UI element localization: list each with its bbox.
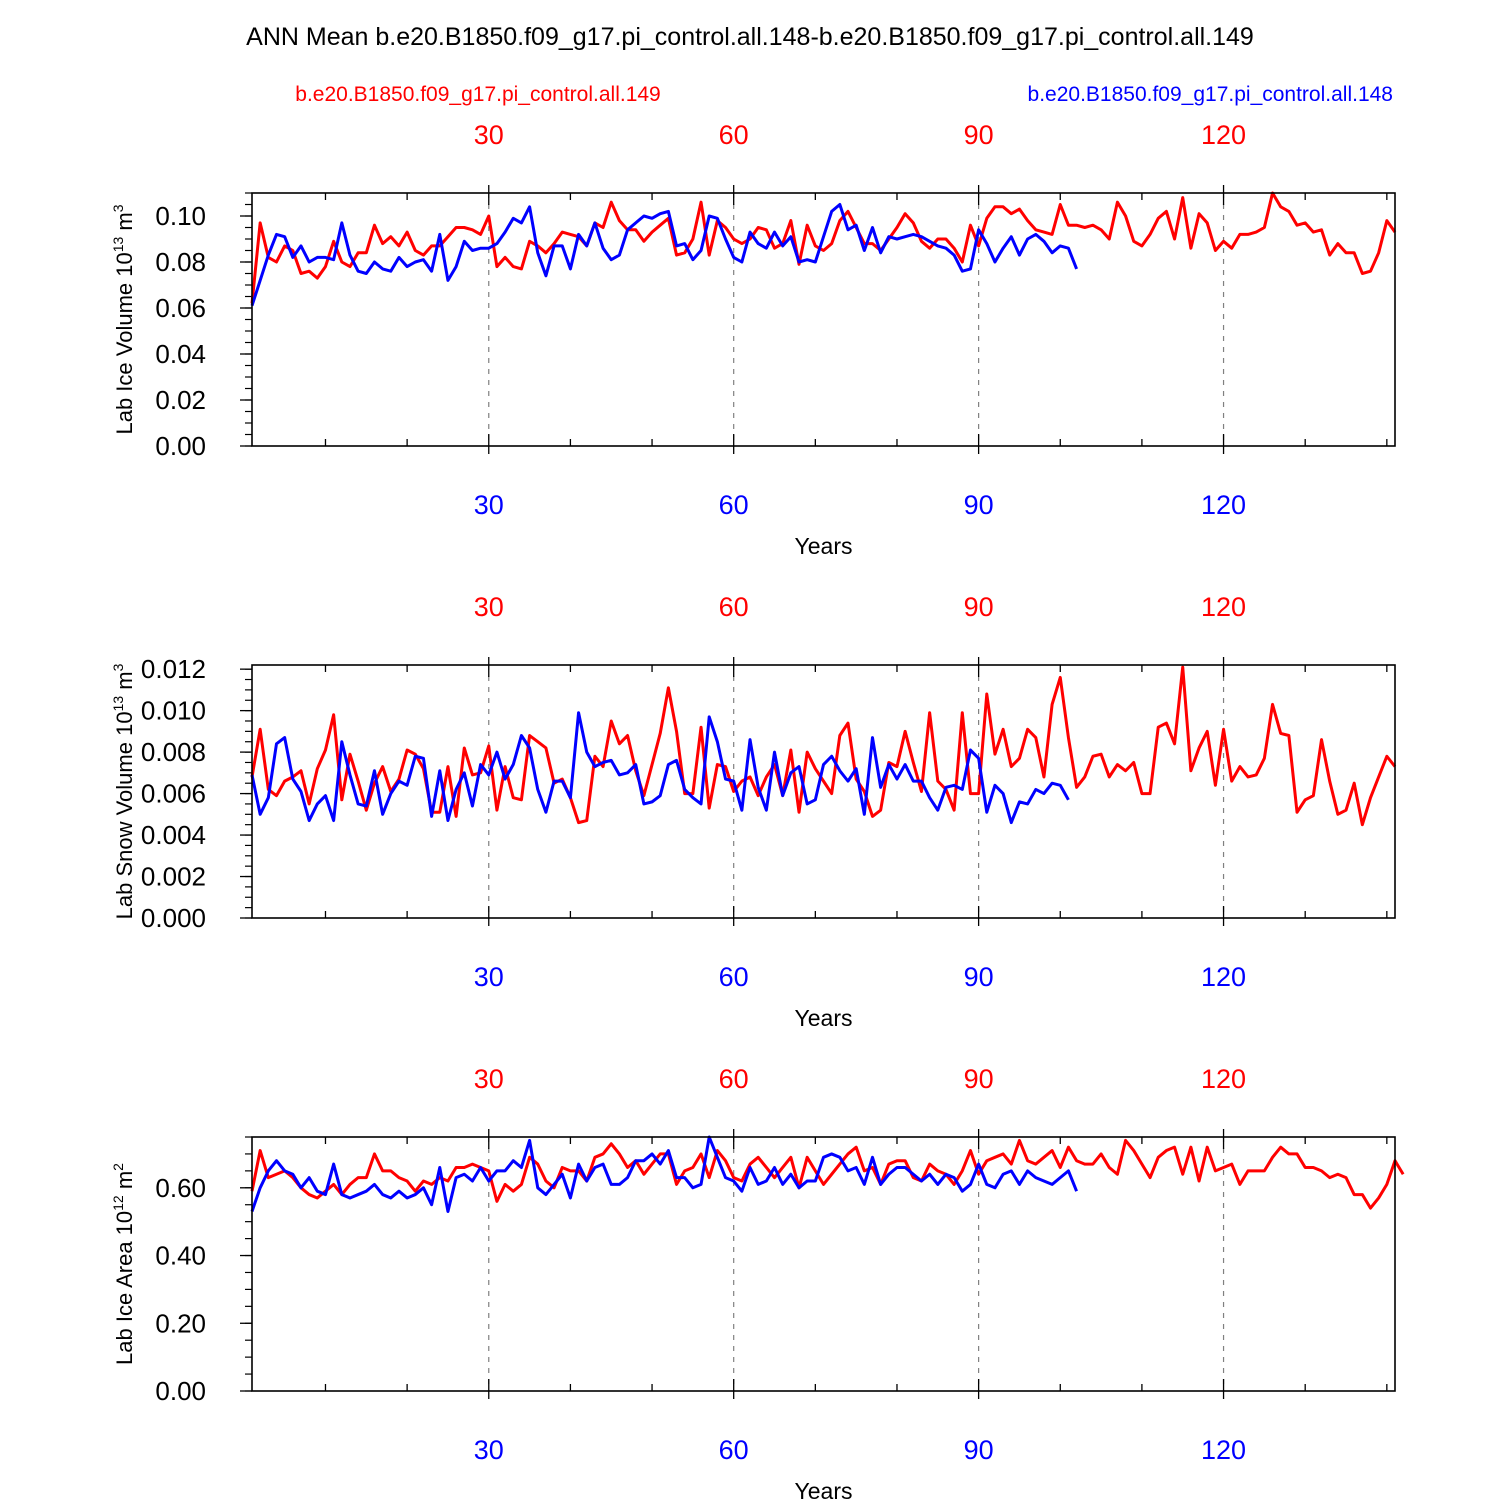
x-tick-label-top: 120 (1201, 120, 1246, 150)
x-tick-label-bottom: 30 (474, 490, 504, 520)
series-line-148 (250, 203, 1078, 307)
x-tick-label-top: 120 (1201, 592, 1246, 622)
x-tick-label-bottom: 90 (964, 962, 994, 992)
x-axis-label: Years (795, 533, 853, 559)
y-tick-label: 0.04 (155, 339, 206, 369)
x-tick-label-top: 60 (719, 120, 749, 150)
x-tick-label-bottom: 90 (964, 490, 994, 520)
legend-red-label: b.e20.B1850.f09_g17.pi_control.all.149 (295, 83, 660, 106)
x-tick-label-top: 30 (474, 592, 504, 622)
y-tick-label: 0.010 (141, 696, 206, 726)
y-tick-label: 0.00 (155, 431, 206, 461)
x-tick-label-top: 60 (719, 1064, 749, 1094)
legend-blue-label: b.e20.B1850.f09_g17.pi_control.all.148 (1028, 83, 1393, 106)
y-axis-label-sup: 3 (110, 204, 126, 212)
y-tick-label: 0.02 (155, 385, 206, 415)
x-tick-label-top: 60 (719, 592, 749, 622)
x-tick-label-top: 30 (474, 120, 504, 150)
x-tick-label-bottom: 30 (474, 962, 504, 992)
x-tick-label-bottom: 120 (1201, 490, 1246, 520)
x-tick-label-top: 120 (1201, 1064, 1246, 1094)
y-tick-label: 0.00 (155, 1376, 206, 1406)
y-tick-label: 0.10 (155, 201, 206, 231)
y-axis-label-part: m (112, 671, 137, 695)
series-line-149 (250, 1138, 1405, 1210)
y-axis-label-sup: 3 (110, 663, 126, 671)
x-tick-label-bottom: 30 (474, 1435, 504, 1465)
plot-frame (251, 1136, 1396, 1392)
plot-frame (251, 192, 1396, 447)
y-axis-label: Lab Ice Volume 1013 m3 (110, 204, 137, 434)
y-axis-label: Lab Ice Area 1012 m2 (110, 1163, 137, 1365)
y-axis-label-sup: 13 (110, 237, 126, 253)
y-axis-label: Lab Snow Volume 1013 m3 (110, 663, 137, 919)
x-tick-label-bottom: 120 (1201, 1435, 1246, 1465)
y-axis-label-sup: 2 (110, 1163, 126, 1171)
y-tick-label: 0.004 (141, 820, 206, 850)
plot-frame (251, 664, 1396, 919)
y-axis-label-part: m (112, 212, 137, 236)
series-line-148 (250, 1135, 1078, 1214)
panel-2: 0.000 0.002 0.004 0.006 0.008 0.010 0.012 30 30 6… (110, 592, 1397, 1031)
x-tick-label-top: 30 (474, 1064, 504, 1094)
series-line-148 (250, 711, 1070, 825)
y-tick-label: 0.08 (155, 247, 206, 277)
y-tick-label: 0.000 (141, 903, 206, 933)
y-axis-label-sup: 12 (110, 1195, 126, 1211)
panels: 0.00 0.02 0.04 0.06 0.08 0.10 30 30 60 60 90 90 120 1… (110, 120, 1405, 1500)
x-tick-label-top: 90 (964, 1064, 994, 1094)
x-tick-label-bottom: 60 (719, 490, 749, 520)
y-tick-label: 0.40 (155, 1241, 206, 1271)
y-tick-label: 0.006 (141, 779, 206, 809)
panel-1: 0.00 0.02 0.04 0.06 0.08 0.10 30 30 60 60 90 90 120 1… (110, 120, 1397, 559)
y-tick-label: 0.06 (155, 293, 206, 323)
y-axis-label-part: Lab Ice Area 10 (112, 1211, 137, 1365)
x-axis-label: Years (795, 1005, 853, 1031)
y-tick-label: 0.60 (155, 1173, 206, 1203)
y-axis-label-part: Lab Snow Volume 10 (112, 711, 137, 919)
x-tick-label-top: 90 (964, 592, 994, 622)
x-tick-label-bottom: 60 (719, 1435, 749, 1465)
y-axis-label-part: Lab Ice Volume 10 (112, 252, 137, 434)
x-tick-label-bottom: 60 (719, 962, 749, 992)
y-axis-label-part: m (112, 1171, 137, 1195)
chart-title: ANN Mean b.e20.B1850.f09_g17.pi_control.… (246, 23, 1254, 51)
panel-3: 0.00 0.20 0.40 0.60 30 30 60 60 90 90 120 120 Years L… (110, 1064, 1405, 1500)
x-tick-label-bottom: 120 (1201, 962, 1246, 992)
x-tick-label-top: 90 (964, 120, 994, 150)
y-tick-label: 0.002 (141, 862, 206, 892)
y-tick-label: 0.20 (155, 1308, 206, 1338)
y-tick-label: 0.008 (141, 737, 206, 767)
series-line-149 (250, 665, 1397, 827)
y-axis-label-sup: 13 (110, 696, 126, 712)
x-axis-label: Years (795, 1478, 853, 1500)
y-tick-label: 0.012 (141, 654, 206, 684)
x-tick-label-bottom: 90 (964, 1435, 994, 1465)
